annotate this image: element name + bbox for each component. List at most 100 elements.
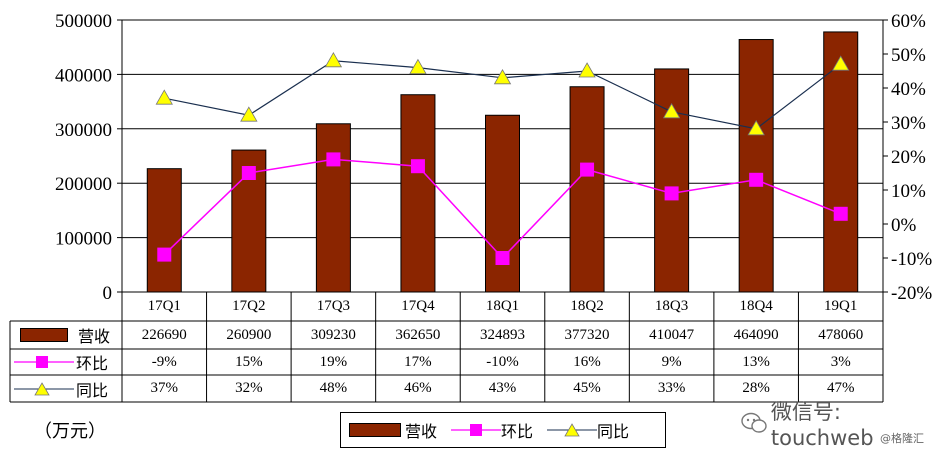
point-qoq	[241, 166, 256, 180]
point-qoq	[410, 159, 425, 174]
table-cell: 9%	[661, 353, 682, 370]
table-cell: 15%	[235, 353, 263, 370]
point-qoq	[580, 162, 595, 177]
category-label: 18Q2	[570, 298, 604, 314]
row-swatch-qoq	[14, 356, 74, 368]
plot-border	[121, 19, 884, 293]
category-label: 17Q1	[147, 298, 181, 314]
left-tick-label: 200000	[55, 174, 112, 195]
table-cell: 410047	[649, 326, 695, 343]
point-yoy	[493, 68, 512, 85]
table-cell: 46%	[404, 380, 432, 396]
legend-item-revenue: 营收	[349, 418, 437, 442]
table-cell: 13%	[742, 353, 770, 370]
bar	[315, 123, 351, 293]
category-label: 17Q3	[316, 298, 351, 314]
left-tick-label: 100000	[55, 229, 112, 250]
legend-swatch-qoq	[451, 424, 502, 436]
point-yoy	[240, 106, 258, 122]
table-cell: 324893	[479, 326, 525, 343]
table-cell: 260900	[226, 326, 272, 343]
bar	[738, 39, 774, 293]
right-tick-label: -20%	[891, 283, 932, 304]
row-swatch-revenue	[20, 328, 68, 342]
legend-label-qoq: 环比	[501, 424, 534, 441]
table-cell: 362650	[395, 326, 441, 343]
table-cell: 17%	[404, 353, 432, 370]
table-cell: 43%	[488, 380, 517, 396]
right-tick-label: 60%	[891, 11, 926, 32]
row-label-revenue-text: 营收	[78, 329, 111, 346]
table-cell: 19%	[319, 353, 348, 370]
right-tick-label: 10%	[891, 181, 926, 202]
table-cell: 226690	[141, 326, 187, 343]
category-label: 18Q3	[654, 298, 689, 314]
table-cell: 377320	[564, 326, 610, 343]
point-yoy	[832, 55, 850, 71]
category-label: 17Q4	[401, 298, 435, 314]
table-cell: 37%	[150, 380, 179, 396]
table-cell: 47%	[826, 380, 855, 396]
table-cell: -10%	[486, 353, 519, 370]
table-cell: 3%	[830, 353, 851, 370]
watermark-text: 微信号: touchweb	[770, 400, 874, 450]
legend-item-qoq: 环比	[451, 418, 533, 442]
category-label: 18Q1	[485, 298, 520, 314]
point-qoq	[326, 152, 341, 167]
row-label-yoy-text: 同比	[76, 382, 109, 400]
source-label: @格隆汇	[880, 432, 924, 445]
bar	[569, 86, 605, 293]
table-cell: -9%	[151, 353, 177, 370]
legend-swatch-yoy	[547, 423, 598, 437]
point-qoq	[157, 247, 172, 262]
table-cell: 45%	[573, 380, 601, 396]
bar	[146, 168, 182, 293]
point-qoq	[833, 206, 848, 221]
left-tick-label: 500000	[55, 11, 112, 32]
right-tick-label: 0%	[891, 215, 917, 236]
table-cell: 32%	[235, 380, 263, 396]
legend-swatch-revenue	[349, 423, 401, 437]
point-yoy	[578, 62, 596, 78]
right-tick-label: -10%	[891, 249, 932, 270]
right-tick-label: 20%	[891, 147, 926, 168]
bar	[823, 31, 859, 293]
row-swatch-yoy	[14, 381, 74, 395]
table-cell: 309230	[310, 326, 356, 343]
category-label: 17Q2	[232, 298, 266, 314]
legend-item-yoy: 同比	[547, 418, 629, 442]
wechat-icon	[741, 412, 767, 433]
row-label-revenue: 营收	[12, 321, 120, 349]
point-yoy	[409, 58, 427, 74]
left-tick-label: 0	[103, 283, 113, 304]
legend: 营收 环比 同比	[340, 412, 666, 448]
point-qoq	[749, 172, 764, 187]
point-yoy	[324, 51, 343, 68]
bar	[654, 68, 690, 293]
legend-label-revenue: 营收	[405, 424, 438, 441]
table-cell: 33%	[657, 380, 686, 396]
right-tick-label: 30%	[891, 113, 926, 134]
point-qoq	[664, 186, 679, 201]
table-cell: 28%	[742, 380, 770, 396]
watermark: 微信号: touchweb	[740, 396, 943, 450]
point-yoy	[662, 102, 681, 119]
bar	[485, 114, 520, 293]
table-cell: 48%	[319, 380, 348, 396]
table-cell: 478060	[818, 326, 864, 343]
category-label: 19Q1	[824, 298, 858, 314]
point-yoy	[747, 119, 765, 136]
left-tick-label: 300000	[55, 120, 112, 141]
table-cell: 16%	[573, 353, 601, 370]
category-label: 18Q4	[739, 298, 773, 314]
unit-label: （万元）	[34, 421, 106, 441]
row-label-qoq: 环比	[12, 349, 120, 375]
left-tick-label: 400000	[55, 65, 112, 86]
row-label-qoq-text: 环比	[76, 356, 109, 373]
point-qoq	[495, 251, 510, 265]
row-label-yoy: 同比	[12, 375, 120, 402]
table-cell: 464090	[733, 326, 779, 343]
right-tick-label: 50%	[891, 45, 926, 66]
right-tick-label: 40%	[891, 79, 926, 100]
